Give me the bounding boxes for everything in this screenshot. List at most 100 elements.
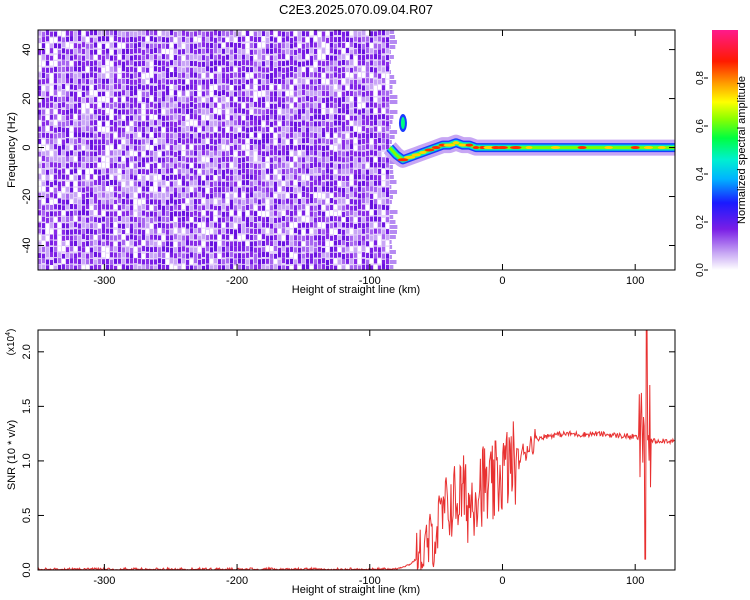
noise-cell [102, 192, 105, 198]
colorbar-label: Normalized spectral amplitude [736, 76, 748, 224]
noise-cell [234, 96, 237, 102]
noise-cell [314, 121, 317, 127]
noise-cell [58, 73, 61, 79]
noise-cell [58, 169, 61, 175]
noise-cell [318, 157, 321, 163]
noise-cell [94, 162, 97, 168]
noise-cell [322, 54, 325, 60]
noise-cell [118, 258, 121, 264]
noise-cell [302, 210, 305, 216]
noise-cell [318, 145, 321, 151]
noise-cell [362, 60, 365, 66]
noise-cell [350, 49, 353, 55]
ridge-peak [550, 146, 561, 150]
noise-cell [78, 216, 81, 222]
noise-cell [126, 48, 129, 54]
noise-cell [78, 84, 81, 90]
noise-cell [342, 126, 345, 132]
noise-cell [250, 31, 253, 37]
noise-cell [302, 37, 305, 43]
noise-cell [102, 204, 105, 210]
noise-cell [194, 163, 197, 169]
noise-cell [226, 168, 229, 174]
noise-cell [358, 97, 361, 103]
noise-cell [230, 108, 233, 114]
noise-cell [326, 139, 329, 145]
noise-cell [122, 264, 125, 270]
noise-cell [78, 72, 81, 78]
noise-cell [58, 103, 61, 109]
noise-cell [98, 132, 101, 138]
noise-cell [86, 151, 89, 157]
noise-cell [342, 151, 345, 157]
noise-cell [322, 145, 325, 151]
noise-cell [242, 108, 245, 114]
noise-cell [98, 169, 101, 175]
noise-cell [282, 37, 285, 43]
noise-cell [338, 42, 341, 48]
noise-cell [266, 67, 269, 73]
y-tick-label: 1.5 [21, 399, 33, 414]
noise-cell [214, 192, 217, 198]
noise-cell [346, 72, 349, 78]
noise-cell [110, 228, 113, 234]
noise-cell [234, 108, 237, 114]
noise-cell [258, 109, 261, 115]
noise-cell [250, 169, 253, 175]
noise-cell [102, 55, 105, 61]
noise-cell [50, 108, 53, 114]
noise-cell [238, 169, 241, 175]
noise-cell [134, 61, 137, 67]
noise-cell [186, 247, 189, 253]
noise-cell [230, 252, 233, 258]
noise-cell [338, 97, 341, 103]
noise-cell [134, 163, 137, 169]
noise-cell [186, 138, 189, 144]
noise-cell [174, 234, 177, 240]
noise-cell [326, 198, 329, 204]
noise-cell [190, 162, 193, 168]
noise-cell [386, 84, 389, 90]
noise-cell [50, 223, 53, 229]
noise-cell [118, 186, 121, 192]
noise-cell [310, 258, 313, 264]
noise-cell [214, 102, 217, 108]
noise-cell [166, 186, 169, 192]
noise-cell [234, 229, 237, 235]
noise-cell [250, 49, 253, 55]
noise-cell [214, 60, 217, 66]
noise-cell [110, 168, 113, 174]
noise-cell [346, 264, 349, 270]
noise-cell [286, 108, 289, 114]
noise-cell [366, 102, 369, 108]
noise-cell [206, 61, 209, 67]
noise-cell [342, 103, 345, 109]
noise-cell [206, 246, 209, 252]
noise-cell [326, 181, 329, 187]
noise-cell [226, 91, 229, 97]
noise-cell [294, 259, 297, 265]
noise-cell [298, 61, 301, 67]
noise-cell [266, 85, 269, 91]
noise-cell [90, 84, 93, 90]
noise-cell [70, 169, 73, 175]
noise-cell [198, 85, 201, 91]
noise-cell [206, 138, 209, 144]
noise-cell [210, 175, 213, 181]
noise-cell [218, 192, 221, 198]
noise-cell [106, 193, 109, 199]
noise-cell [262, 240, 265, 246]
noise-cell [166, 61, 169, 67]
noise-cell [250, 228, 253, 234]
noise-cell [130, 43, 133, 49]
noise-cell [126, 67, 129, 73]
noise-cell [282, 43, 285, 49]
noise-cell [222, 222, 225, 228]
noise-cell [166, 217, 169, 223]
noise-cell [282, 169, 285, 175]
noise-cell [146, 144, 149, 150]
noise-cell [282, 132, 285, 138]
noise-cell [114, 150, 117, 156]
noise-cell [254, 234, 257, 240]
noise-cell [58, 85, 61, 91]
